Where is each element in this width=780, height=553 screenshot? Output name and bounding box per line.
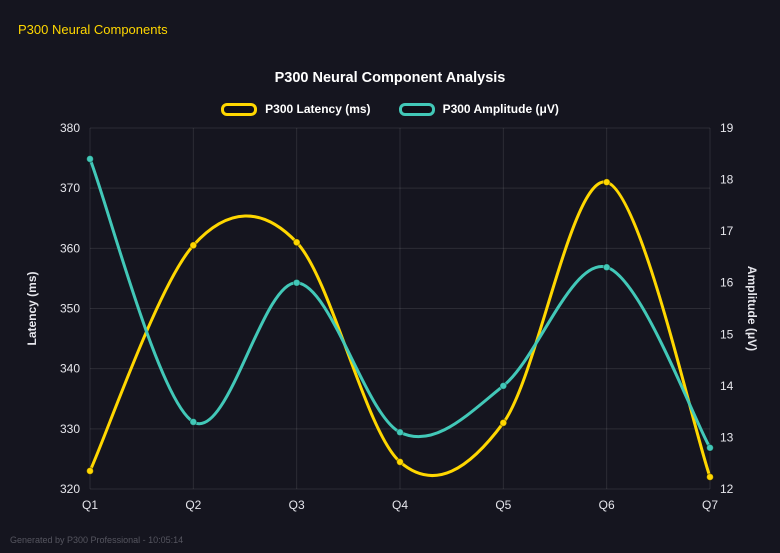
x-axis-tick-label: Q3 (289, 498, 305, 512)
x-axis-tick-label: Q1 (82, 498, 98, 512)
data-point-amplitude-Q5[interactable] (499, 381, 508, 390)
x-axis-tick-label: Q6 (599, 498, 615, 512)
app-title: P300 Neural Components (18, 22, 168, 37)
left-axis-tick-label: 330 (60, 422, 80, 436)
data-point-amplitude-Q7[interactable] (706, 443, 714, 452)
right-axis-tick-label: 18 (720, 173, 734, 187)
left-axis-tick-label: 320 (60, 482, 80, 496)
right-axis-tick-label: 19 (720, 121, 734, 135)
data-point-amplitude-Q2[interactable] (189, 418, 198, 426)
legend-swatch-latency (221, 102, 258, 116)
data-point-latency-Q3[interactable] (292, 238, 301, 247)
data-point-latency-Q7[interactable] (706, 473, 714, 481)
legend-item-latency[interactable]: P300 Latency (ms) (221, 102, 371, 116)
left-axis-tick-label: 360 (60, 241, 80, 255)
legend-swatch-amplitude (398, 102, 435, 116)
right-axis-tick-label: 14 (720, 379, 734, 393)
data-point-amplitude-Q3[interactable] (292, 278, 301, 287)
footer-text: Generated by P300 Professional - 10:05:1… (10, 535, 184, 545)
right-axis-title: Amplitude (μV) (745, 266, 759, 351)
right-axis-tick-label: 13 (720, 430, 734, 444)
x-axis-tick-label: Q5 (495, 498, 511, 512)
left-axis-tick-label: 370 (60, 181, 80, 195)
data-point-latency-Q5[interactable] (499, 418, 508, 427)
data-point-latency-Q2[interactable] (189, 241, 198, 250)
data-point-amplitude-Q6[interactable] (602, 263, 611, 272)
legend-label-latency: P300 Latency (ms) (265, 102, 371, 116)
data-point-latency-Q6[interactable] (602, 178, 611, 187)
right-axis-tick-label: 17 (720, 224, 734, 238)
right-axis-tick-label: 12 (720, 482, 734, 496)
right-axis-tick-label: 16 (720, 276, 734, 290)
legend-item-amplitude[interactable]: P300 Amplitude (μV) (398, 102, 559, 116)
right-axis-tick-label: 15 (720, 327, 734, 341)
chart-legend: P300 Latency (ms) P300 Amplitude (μV) (0, 102, 780, 116)
x-axis-tick-label: Q2 (185, 498, 201, 512)
left-axis-title: Latency (ms) (25, 271, 39, 345)
data-point-latency-Q4[interactable] (396, 458, 404, 466)
data-point-latency-Q1[interactable] (86, 467, 94, 475)
x-axis-tick-label: Q4 (392, 498, 408, 512)
left-axis-tick-label: 380 (60, 121, 80, 135)
data-point-amplitude-Q1[interactable] (86, 155, 94, 163)
x-axis-tick-label: Q7 (702, 498, 718, 512)
data-point-amplitude-Q4[interactable] (396, 428, 404, 437)
chart-title: P300 Neural Component Analysis (274, 70, 506, 86)
left-axis-tick-label: 350 (60, 302, 80, 316)
left-axis-tick-label: 340 (60, 362, 80, 376)
legend-label-amplitude: P300 Amplitude (μV) (442, 102, 559, 116)
